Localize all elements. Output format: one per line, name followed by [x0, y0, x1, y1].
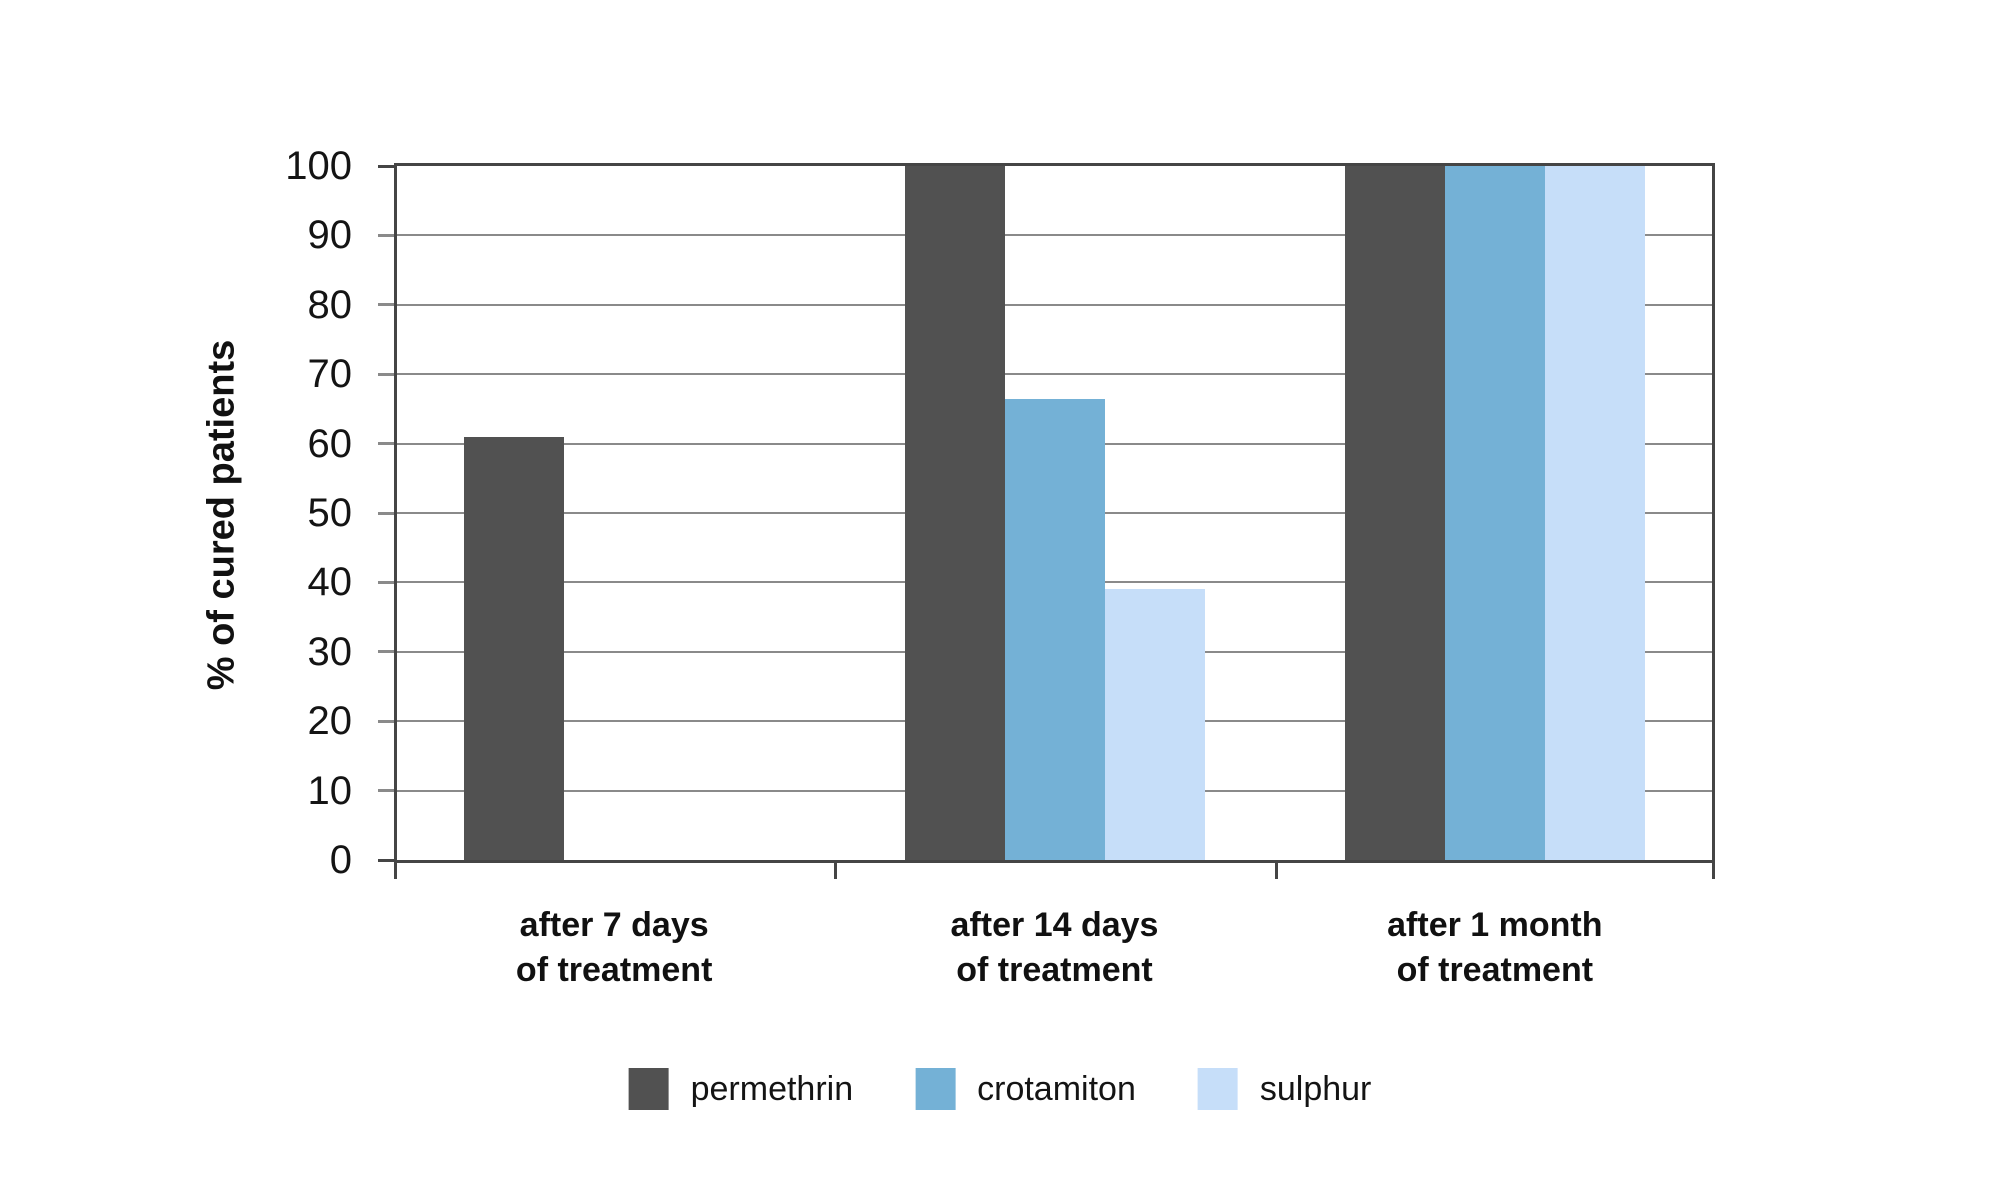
y-tick-label-20: 20 [307, 699, 353, 744]
y-tick-label-30: 30 [307, 629, 353, 674]
x-tick-mark-3 [1712, 863, 1715, 879]
legend-item-permethrin: permethrin [628, 1068, 854, 1110]
y-tick-mark-90 [378, 233, 394, 237]
bar-permethrin-category-2 [904, 166, 1005, 860]
legend-label-sulphur: sulphur [1259, 1070, 1372, 1108]
category-label-2: after 14 days of treatment [950, 906, 1159, 989]
y-tick-mark-50 [378, 511, 394, 515]
legend-label-permethrin: permethrin [690, 1070, 854, 1108]
bar-sulphur-category-3 [1544, 166, 1645, 860]
y-tick-label-40: 40 [307, 560, 353, 605]
legend-item-sulphur: sulphur [1197, 1068, 1372, 1110]
legend-swatch-crotamiton [915, 1068, 956, 1110]
bar-permethrin-category-1 [464, 436, 565, 860]
x-tick-mark-2 [1274, 863, 1278, 879]
gridline-90 [397, 234, 1712, 237]
y-tick-label-70: 70 [307, 352, 353, 397]
gridline-80 [397, 303, 1712, 306]
x-tick-mark-1 [834, 863, 838, 879]
y-tick-mark-70 [378, 372, 394, 376]
y-tick-label-10: 10 [307, 768, 353, 813]
legend-swatch-sulphur [1197, 1068, 1238, 1110]
category-label-3: after 1 month of treatment [1387, 906, 1603, 989]
y-tick-mark-20 [378, 719, 394, 723]
y-tick-mark-60 [378, 442, 394, 446]
bar-crotamiton-category-2 [1004, 398, 1105, 860]
y-tick-label-80: 80 [307, 282, 353, 327]
x-tick-mark-0 [394, 863, 397, 879]
gridline-70 [397, 373, 1712, 376]
plot-area [394, 163, 1715, 863]
y-tick-label-90: 90 [307, 213, 353, 258]
legend: permethrin crotamiton sulphur [628, 1068, 1372, 1110]
category-label-1: after 7 days of treatment [515, 906, 713, 989]
bar-permethrin-category-3 [1344, 166, 1445, 860]
y-tick-mark-80 [378, 303, 394, 307]
y-tick-label-0: 0 [329, 838, 352, 882]
legend-swatch-permethrin [628, 1068, 669, 1110]
y-tick-mark-30 [378, 650, 394, 654]
y-tick-mark-100 [378, 164, 394, 168]
y-tick-label-100: 100 [285, 144, 352, 188]
y-tick-mark-10 [378, 789, 394, 793]
legend-item-crotamiton: crotamiton [915, 1068, 1136, 1110]
bar-crotamiton-category-3 [1444, 166, 1545, 860]
y-tick-mark-40 [378, 580, 394, 584]
legend-label-crotamiton: crotamiton [977, 1070, 1136, 1108]
y-tick-label-50: 50 [307, 491, 353, 535]
y-tick-mark-0 [378, 858, 394, 862]
bar-sulphur-category-2 [1104, 589, 1205, 860]
y-tick-label-60: 60 [307, 421, 353, 466]
